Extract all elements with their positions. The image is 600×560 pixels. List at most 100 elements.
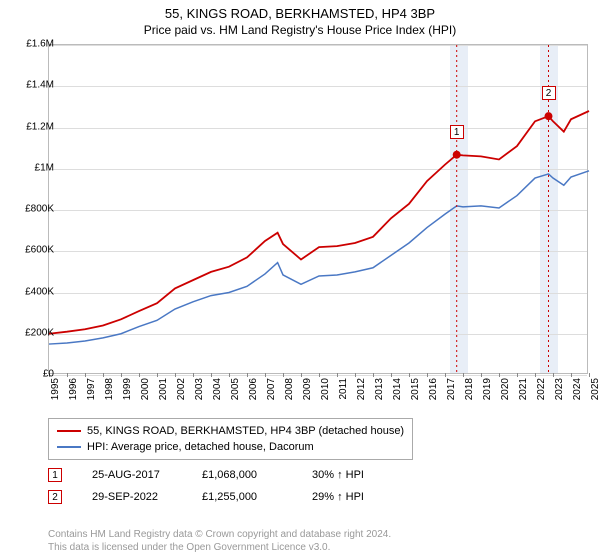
x-axis-label: 1995 — [50, 378, 61, 408]
x-axis-label: 2008 — [284, 378, 295, 408]
x-axis-label: 1998 — [104, 378, 115, 408]
legend: 55, KINGS ROAD, BERKHAMSTED, HP4 3BP (de… — [48, 418, 413, 460]
x-tick — [373, 373, 374, 377]
y-axis-label: £1.6M — [10, 39, 54, 50]
y-axis-label: £600K — [10, 245, 54, 256]
x-axis-label: 2009 — [302, 378, 313, 408]
x-axis-label: 2024 — [572, 378, 583, 408]
x-axis-label: 2023 — [554, 378, 565, 408]
x-axis-label: 2018 — [464, 378, 475, 408]
x-axis-label: 2025 — [590, 378, 600, 408]
x-axis-label: 2017 — [446, 378, 457, 408]
x-axis-label: 2005 — [230, 378, 241, 408]
x-tick — [589, 373, 590, 377]
x-axis-label: 2012 — [356, 378, 367, 408]
sale-date: 25-AUG-2017 — [92, 469, 172, 481]
x-tick — [283, 373, 284, 377]
x-axis-label: 2001 — [158, 378, 169, 408]
chart-subtitle: Price paid vs. HM Land Registry's House … — [0, 21, 600, 41]
legend-item: 55, KINGS ROAD, BERKHAMSTED, HP4 3BP (de… — [57, 423, 404, 439]
sale-date: 29-SEP-2022 — [92, 491, 172, 503]
x-axis-label: 2015 — [410, 378, 421, 408]
x-tick — [355, 373, 356, 377]
x-tick — [247, 373, 248, 377]
x-axis-label: 1997 — [86, 378, 97, 408]
sale-record-row: 2 29-SEP-2022 £1,255,000 29% ↑ HPI — [48, 490, 392, 504]
series-line-hpi — [49, 171, 589, 344]
footer-line-1: Contains HM Land Registry data © Crown c… — [48, 528, 391, 541]
gridline — [49, 375, 587, 376]
legend-swatch — [57, 446, 81, 448]
x-axis-label: 2006 — [248, 378, 259, 408]
sale-delta: 29% ↑ HPI — [312, 491, 392, 503]
x-tick — [193, 373, 194, 377]
legend-item: HPI: Average price, detached house, Daco… — [57, 439, 404, 455]
sale-index-box: 1 — [48, 468, 62, 482]
x-axis-label: 2013 — [374, 378, 385, 408]
y-axis-label: £0 — [10, 369, 54, 380]
x-tick — [571, 373, 572, 377]
x-tick — [265, 373, 266, 377]
x-axis-label: 2003 — [194, 378, 205, 408]
legend-label: 55, KINGS ROAD, BERKHAMSTED, HP4 3BP (de… — [87, 425, 404, 437]
x-axis-label: 2020 — [500, 378, 511, 408]
x-tick — [517, 373, 518, 377]
sale-delta: 30% ↑ HPI — [312, 469, 392, 481]
x-tick — [481, 373, 482, 377]
x-tick — [85, 373, 86, 377]
sale-price: £1,068,000 — [202, 469, 282, 481]
x-tick — [139, 373, 140, 377]
x-tick — [427, 373, 428, 377]
x-tick — [337, 373, 338, 377]
chart-container: 55, KINGS ROAD, BERKHAMSTED, HP4 3BP Pri… — [0, 0, 600, 560]
x-axis-label: 2007 — [266, 378, 277, 408]
x-tick — [391, 373, 392, 377]
footer-attribution: Contains HM Land Registry data © Crown c… — [48, 528, 391, 554]
x-tick — [499, 373, 500, 377]
x-axis-label: 2022 — [536, 378, 547, 408]
legend-label: HPI: Average price, detached house, Daco… — [87, 441, 314, 453]
x-axis-label: 2004 — [212, 378, 223, 408]
x-tick — [445, 373, 446, 377]
x-tick — [211, 373, 212, 377]
y-axis-label: £1.2M — [10, 121, 54, 132]
y-axis-label: £800K — [10, 204, 54, 215]
x-axis-label: 2021 — [518, 378, 529, 408]
sale-marker-box: 1 — [450, 125, 464, 139]
y-axis-label: £400K — [10, 286, 54, 297]
sale-index-box: 2 — [48, 490, 62, 504]
x-tick — [319, 373, 320, 377]
chart-title: 55, KINGS ROAD, BERKHAMSTED, HP4 3BP — [0, 0, 600, 21]
x-tick — [121, 373, 122, 377]
sale-record-row: 1 25-AUG-2017 £1,068,000 30% ↑ HPI — [48, 468, 392, 482]
x-tick — [553, 373, 554, 377]
x-tick — [409, 373, 410, 377]
x-axis-label: 1999 — [122, 378, 133, 408]
footer-line-2: This data is licensed under the Open Gov… — [48, 541, 391, 554]
plot-area: 12 — [48, 44, 588, 374]
series-line-price_paid — [49, 111, 589, 334]
sale-marker-box: 2 — [542, 86, 556, 100]
x-tick — [67, 373, 68, 377]
sale-marker-dot — [545, 112, 553, 120]
chart-svg — [49, 45, 587, 373]
x-tick — [157, 373, 158, 377]
x-axis-label: 2019 — [482, 378, 493, 408]
x-axis-label: 2010 — [320, 378, 331, 408]
x-axis-label: 2000 — [140, 378, 151, 408]
sale-marker-dot — [453, 151, 461, 159]
x-axis-label: 2014 — [392, 378, 403, 408]
y-axis-label: £1.4M — [10, 80, 54, 91]
x-tick — [229, 373, 230, 377]
x-axis-label: 2016 — [428, 378, 439, 408]
x-tick — [301, 373, 302, 377]
x-tick — [535, 373, 536, 377]
x-tick — [463, 373, 464, 377]
legend-swatch — [57, 430, 81, 432]
y-axis-label: £1M — [10, 162, 54, 173]
x-axis-label: 2002 — [176, 378, 187, 408]
x-tick — [175, 373, 176, 377]
sale-price: £1,255,000 — [202, 491, 282, 503]
x-axis-label: 1996 — [68, 378, 79, 408]
y-axis-label: £200K — [10, 327, 54, 338]
